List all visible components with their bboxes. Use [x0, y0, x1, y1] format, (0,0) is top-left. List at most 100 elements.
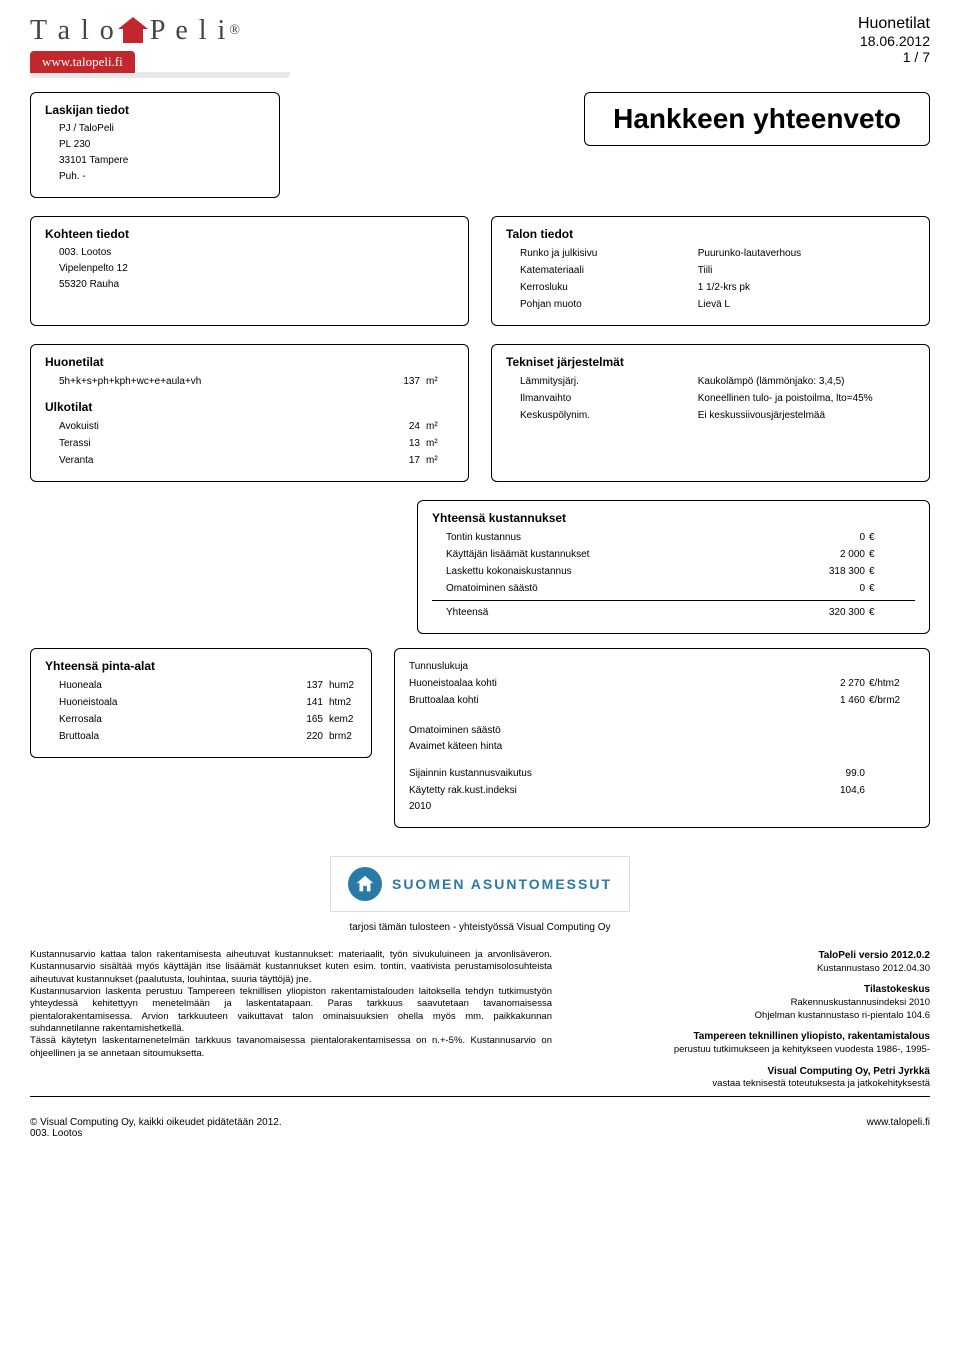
ulko-row: Veranta17m²	[59, 452, 454, 469]
talon-row: Pohjan muotoLievä L	[520, 296, 915, 313]
house-icon	[118, 17, 148, 45]
tunnus2-n: Käytetty rak.kust.indeksi	[409, 782, 795, 799]
talon-row: Kerrosluku1 1/2-krs pk	[520, 279, 915, 296]
huone-v: 137	[380, 373, 420, 390]
yk-v: 318 300	[795, 563, 865, 580]
pinta-head: Yhteensä pinta-alat	[45, 659, 357, 673]
pinta-n: Kerrosala	[59, 711, 283, 728]
messut-text: SUOMEN ASUNTOMESSUT	[392, 876, 612, 892]
tunnus-year: 2010	[409, 799, 915, 815]
laskija-box: Laskijan tiedot PJ / TaloPeli PL 230 331…	[30, 92, 280, 198]
talon-v: Puurunko-lautaverhous	[698, 245, 915, 262]
legal-p3: Tässä käytetyn laskentamenetelmän tarkku…	[30, 1035, 552, 1060]
pinta-u: htm2	[323, 694, 357, 711]
huone-box: Huonetilat 5h+k+s+ph+kph+wc+e+aula+vh137…	[30, 344, 469, 482]
huone-n: 5h+k+s+ph+kph+wc+e+aula+vh	[59, 373, 380, 390]
laskija-l1: PJ / TaloPeli	[59, 121, 265, 137]
pinta-v: 141	[283, 694, 323, 711]
tekn-box: Tekniset järjestelmät Lämmitysjärj.Kauko…	[491, 344, 930, 482]
lr-2c: Ohjelman kustannustaso ri-pientalo 104.6	[582, 1010, 930, 1023]
yk-box: Yhteensä kustannukset Tontin kustannus0€…	[417, 500, 930, 634]
header-title: Huonetilat	[858, 15, 930, 33]
pinta-u: brm2	[323, 728, 357, 745]
footer: © Visual Computing Oy, kaikki oikeudet p…	[30, 1117, 930, 1139]
tekn-v: Koneellinen tulo- ja poistoilma, lto=45%	[698, 390, 915, 407]
kohde-l1: 003. Lootos	[59, 245, 454, 261]
talon-k: Pohjan muoto	[520, 296, 698, 313]
yk-u: €	[865, 529, 915, 546]
pinta-row: Bruttoala220brm2	[59, 728, 357, 745]
talon-row: KatemateriaaliTiili	[520, 262, 915, 279]
tunnus-u: €/htm2	[865, 675, 915, 692]
header-meta: Huonetilat 18.06.2012 1 / 7	[858, 15, 930, 65]
tekn-k: Keskuspölynim.	[520, 407, 698, 424]
tunnus2-v: 99.0	[795, 765, 865, 782]
ulko-v: 17	[380, 452, 420, 469]
header-page: 1 / 7	[858, 49, 930, 65]
tunnus-v: 2 270	[795, 675, 865, 692]
yk-row: Käyttäjän lisäämät kustannukset2 000€	[446, 546, 915, 563]
talon-v: Lievä L	[698, 296, 915, 313]
tekn-row: Keskuspölynim.Ei keskussiivousjärjestelm…	[520, 407, 915, 424]
tarjosi-text: tarjosi tämän tulosteen - yhteistyössä V…	[30, 922, 930, 933]
yk-sum-row: Yhteensä 320 300 €	[446, 604, 915, 621]
ulko-v: 24	[380, 418, 420, 435]
pinta-v: 137	[283, 677, 323, 694]
yk-u: €	[865, 546, 915, 563]
tunnus2-v: 104,6	[795, 782, 865, 799]
pinta-n: Huoneistoala	[59, 694, 283, 711]
pinta-row: Huoneistoala141htm2	[59, 694, 357, 711]
lr-3b: Tampereen teknillinen yliopisto, rakenta…	[582, 1030, 930, 1044]
yk-row: Omatoiminen säästö0€	[446, 580, 915, 597]
yk-u: €	[865, 580, 915, 597]
logo-text-2: P e l i	[150, 15, 228, 47]
header-date: 18.06.2012	[858, 33, 930, 49]
ulko-n: Avokuisti	[59, 418, 380, 435]
kohde-box: Kohteen tiedot 003. Lootos Vipelenpelto …	[30, 216, 469, 326]
ulko-u: m²	[420, 418, 454, 435]
talon-k: Runko ja julkisivu	[520, 245, 698, 262]
logo-text-1: T a l o	[30, 15, 116, 47]
pinta-box: Yhteensä pinta-alat Huoneala137hum2Huone…	[30, 648, 372, 758]
footer-r: www.talopeli.fi	[867, 1117, 930, 1139]
huone-row: 5h+k+s+ph+kph+wc+e+aula+vh137m²	[59, 373, 454, 390]
legal-right: TaloPeli versio 2012.0.2 Kustannustaso 2…	[582, 949, 930, 1091]
tunnus-row: Huoneistoalaa kohti2 270€/htm2	[409, 675, 915, 692]
pinta-row: Huoneala137hum2	[59, 677, 357, 694]
pinta-n: Huoneala	[59, 677, 283, 694]
pinta-u: hum2	[323, 677, 357, 694]
ulko-row: Avokuisti24m²	[59, 418, 454, 435]
messut-box: SUOMEN ASUNTOMESSUT	[330, 856, 630, 912]
laskija-l3: 33101 Tampere	[59, 153, 265, 169]
lr-1: Kustannustaso 2012.04.30	[582, 963, 930, 976]
tekn-head: Tekniset järjestelmät	[506, 355, 915, 369]
tunnus-n: Huoneistoalaa kohti	[409, 675, 795, 692]
ulko-u: m²	[420, 452, 454, 469]
pinta-v: 165	[283, 711, 323, 728]
lr-1b: TaloPeli versio 2012.0.2	[582, 949, 930, 963]
yk-n: Käyttäjän lisäämät kustannukset	[446, 546, 795, 563]
tunnus-extra2: Avaimet käteen hinta	[409, 739, 915, 755]
tekn-k: Ilmanvaihto	[520, 390, 698, 407]
footer-l2: 003. Lootos	[30, 1128, 282, 1139]
lr-2a: Rakennuskustannusindeksi 2010	[582, 997, 930, 1010]
legal-left: Kustannusarvio kattaa talon rakentamises…	[30, 949, 552, 1091]
laskija-l4: Puh. -	[59, 169, 265, 185]
yk-v: 2 000	[795, 546, 865, 563]
ulko-n: Veranta	[59, 452, 380, 469]
pinta-u: kem2	[323, 711, 357, 728]
tekn-k: Lämmitysjärj.	[520, 373, 698, 390]
ulko-row: Terassi13m²	[59, 435, 454, 452]
yk-n: Omatoiminen säästö	[446, 580, 795, 597]
tunnus-n: Bruttoalaa kohti	[409, 692, 795, 709]
talon-v: Tiili	[698, 262, 915, 279]
talon-v: 1 1/2-krs pk	[698, 279, 915, 296]
talon-row: Runko ja julkisivuPuurunko-lautaverhous	[520, 245, 915, 262]
laskija-l2: PL 230	[59, 137, 265, 153]
tekn-v: Kaukolämpö (lämmönjako: 3,4,5)	[698, 373, 915, 390]
yk-sum-n: Yhteensä	[446, 604, 795, 621]
talon-k: Kerrosluku	[520, 279, 698, 296]
talon-box: Talon tiedot Runko ja julkisivuPuurunko-…	[491, 216, 930, 326]
yk-v: 0	[795, 529, 865, 546]
yk-row: Laskettu kokonaiskustannus318 300€	[446, 563, 915, 580]
